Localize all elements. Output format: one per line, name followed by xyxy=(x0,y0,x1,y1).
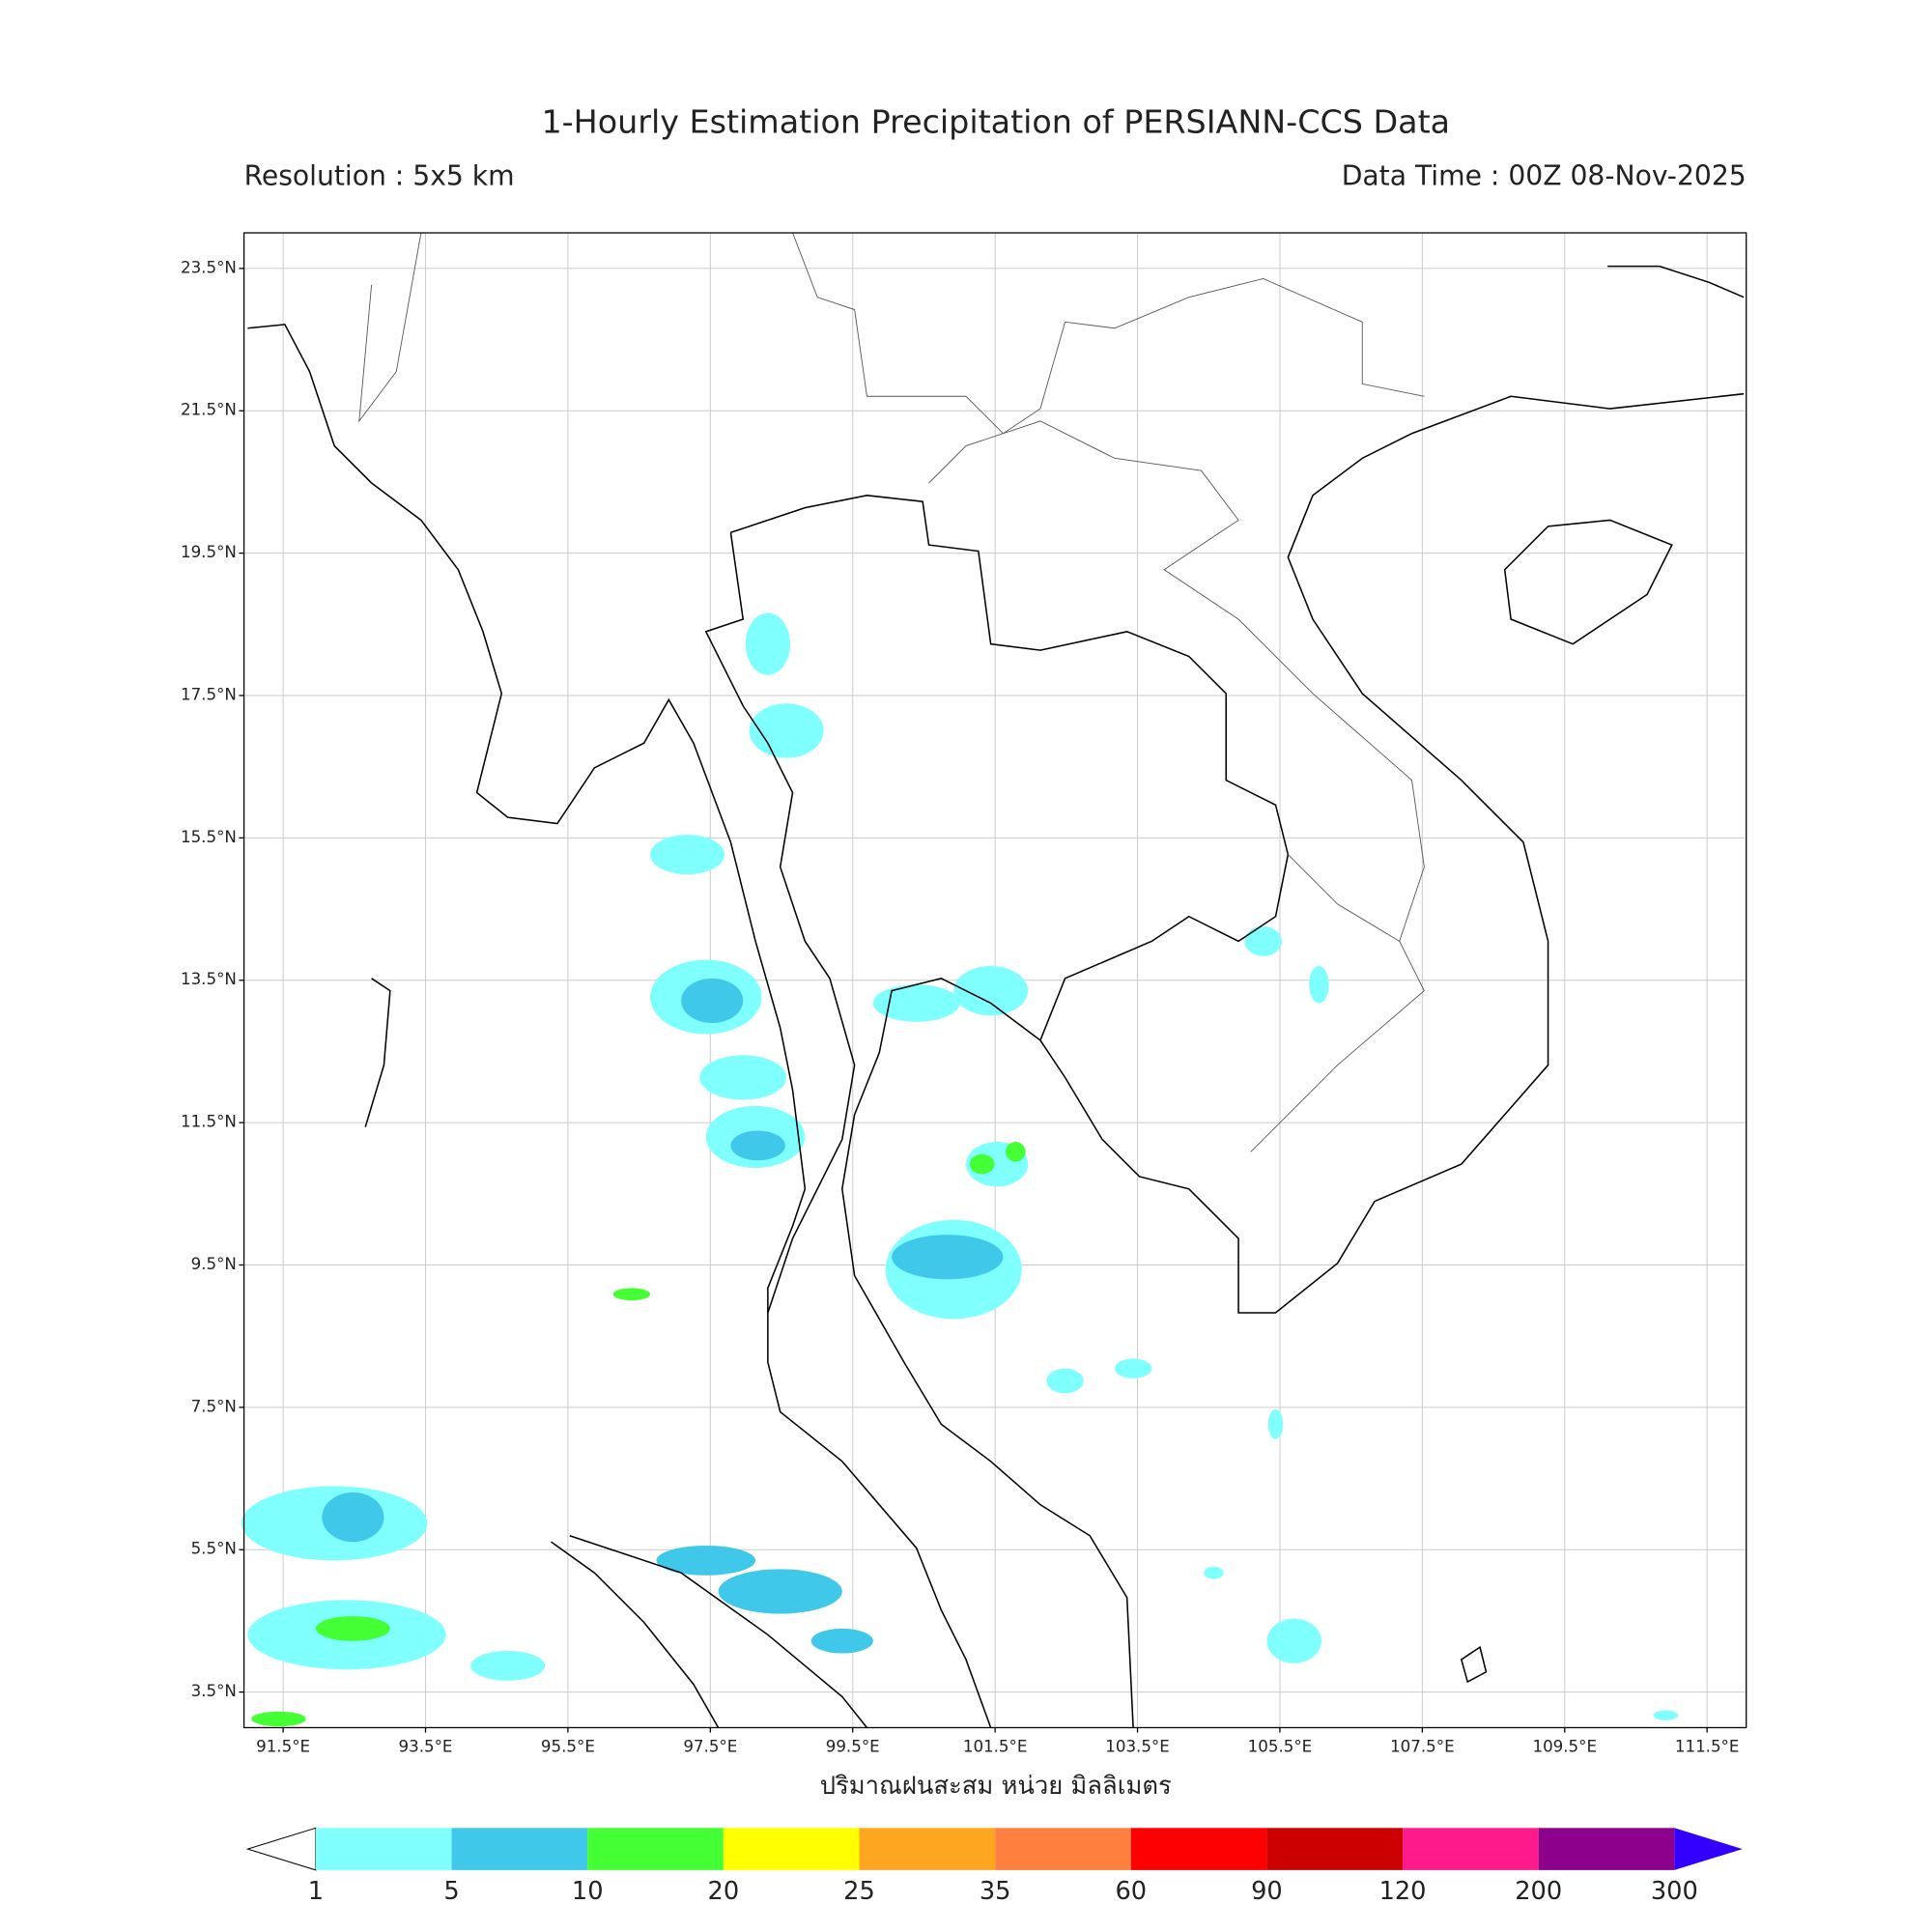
y-tick-label: 19.5°N xyxy=(181,543,237,561)
coastline xyxy=(1607,265,1745,298)
x-tick-label: 97.5°E xyxy=(683,1737,737,1755)
x-tick-label: 107.5°E xyxy=(1390,1737,1455,1755)
x-tick-label: 91.5°E xyxy=(256,1737,310,1755)
thailand-border xyxy=(730,495,1290,1041)
colorbar-swatch xyxy=(859,1828,996,1870)
rain-echo xyxy=(810,1628,873,1654)
colorbar-label: 1 xyxy=(308,1877,324,1906)
colorbar-swatch xyxy=(1130,1828,1267,1870)
rain-echo xyxy=(969,1153,995,1175)
rain-echo xyxy=(1244,925,1282,956)
colorbar-label: 200 xyxy=(1515,1877,1562,1906)
colorbar: 1 5 10 20 25 35 60 90 120 200 300 xyxy=(245,1827,1743,1906)
borders xyxy=(358,232,1425,1314)
data-time: Data Time : 00Z 08-Nov-2025 xyxy=(1342,159,1747,191)
colorbar-label: 60 xyxy=(1115,1877,1147,1906)
rain-layer xyxy=(242,612,1679,1727)
rain-echo xyxy=(1653,1710,1679,1720)
tick-labels: 91.5°E 93.5°E 95.5°E 97.5°E 99.5°E 101.5°E 103… xyxy=(181,258,1739,1755)
rain-echo xyxy=(612,1288,651,1301)
colorbar-swatch xyxy=(723,1828,860,1870)
coastline xyxy=(364,978,391,1127)
country-border xyxy=(928,420,1425,1152)
colorbar-swatch xyxy=(1266,1828,1404,1870)
resolution: Resolution : 5x5 km xyxy=(244,159,515,191)
colorbar-label: 20 xyxy=(708,1877,740,1906)
coastline xyxy=(841,392,1745,1728)
rain-echo xyxy=(322,1492,384,1543)
colorbar-swatch xyxy=(1403,1828,1539,1870)
colorbar-swatch xyxy=(1538,1828,1675,1870)
title: 1-Hourly Estimation Precipitation of PER… xyxy=(541,103,1450,141)
colorbar-swatch xyxy=(995,1828,1131,1870)
rain-echo xyxy=(1204,1566,1224,1579)
colorbar-label: 5 xyxy=(443,1877,459,1906)
x-tick-label: 109.5°E xyxy=(1532,1737,1597,1755)
colorbar-label: 25 xyxy=(843,1877,875,1906)
colorbar-label: 90 xyxy=(1251,1877,1283,1906)
y-tick-label: 5.5°N xyxy=(191,1540,237,1558)
rain-echo xyxy=(745,612,790,675)
rain-echo xyxy=(681,978,744,1023)
rain-echo xyxy=(699,1055,787,1100)
y-tick-label: 13.5°N xyxy=(181,970,237,988)
coastline xyxy=(1460,1645,1488,1684)
rain-echo xyxy=(1114,1358,1152,1378)
country-border xyxy=(358,232,422,423)
y-tick-label: 11.5°N xyxy=(181,1113,237,1131)
coastline xyxy=(247,324,992,1728)
x-tick-label: 93.5°E xyxy=(399,1737,453,1755)
y-tick-label: 23.5°N xyxy=(181,258,237,276)
rain-echo xyxy=(251,1711,306,1727)
x-tick-label: 99.5°E xyxy=(826,1737,880,1755)
rain-echo xyxy=(1046,1368,1084,1394)
rain-echo xyxy=(953,966,1029,1016)
rain-echo xyxy=(892,1235,1004,1280)
rain-echo xyxy=(1266,1618,1321,1663)
colorbar-label: 35 xyxy=(980,1877,1011,1906)
y-tick-label: 21.5°N xyxy=(181,401,237,419)
y-tick-label: 17.5°N xyxy=(181,685,237,703)
colorbar-swatch xyxy=(587,1828,724,1870)
rain-echo xyxy=(650,835,724,875)
y-tick-label: 9.5°N xyxy=(191,1255,237,1273)
y-tick-label: 3.5°N xyxy=(191,1682,237,1700)
thailand-border xyxy=(704,532,856,1314)
x-tick-label: 111.5°E xyxy=(1675,1737,1740,1755)
rain-echo xyxy=(1006,1142,1026,1162)
x-axis-label: ปริมาณฝนสะสม หน่วย มิลลิเมตร xyxy=(820,1772,1172,1801)
x-tick-label: 95.5°E xyxy=(541,1737,595,1755)
colorbar-label: 120 xyxy=(1379,1877,1427,1906)
colorbar-under xyxy=(245,1827,317,1871)
rain-echo xyxy=(470,1650,546,1681)
country-border xyxy=(792,232,1425,435)
rain-echo xyxy=(1267,1408,1284,1439)
y-tick-label: 7.5°N xyxy=(191,1397,237,1415)
rain-echo xyxy=(1309,966,1329,1004)
rain-echo xyxy=(872,984,960,1022)
coastline xyxy=(551,1541,720,1728)
colorbar-swatch xyxy=(451,1828,588,1870)
country-border xyxy=(1288,854,1400,942)
coastline xyxy=(569,1535,868,1728)
rain-echo xyxy=(718,1569,842,1614)
rain-echo xyxy=(656,1546,756,1576)
colorbar-swatch xyxy=(315,1828,452,1870)
rain-echo xyxy=(315,1616,390,1641)
y-tick-label: 15.5°N xyxy=(181,828,237,846)
x-tick-label: 101.5°E xyxy=(963,1737,1028,1755)
x-tick-label: 105.5°E xyxy=(1248,1737,1313,1755)
coastlines xyxy=(247,265,1745,1728)
grid xyxy=(243,233,1747,1728)
x-tick-label: 103.5°E xyxy=(1105,1737,1170,1755)
coastline xyxy=(1503,519,1673,645)
rain-echo xyxy=(730,1130,785,1161)
colorbar-label: 10 xyxy=(572,1877,604,1906)
colorbar-label: 300 xyxy=(1651,1877,1698,1906)
colorbar-over xyxy=(1674,1828,1743,1870)
